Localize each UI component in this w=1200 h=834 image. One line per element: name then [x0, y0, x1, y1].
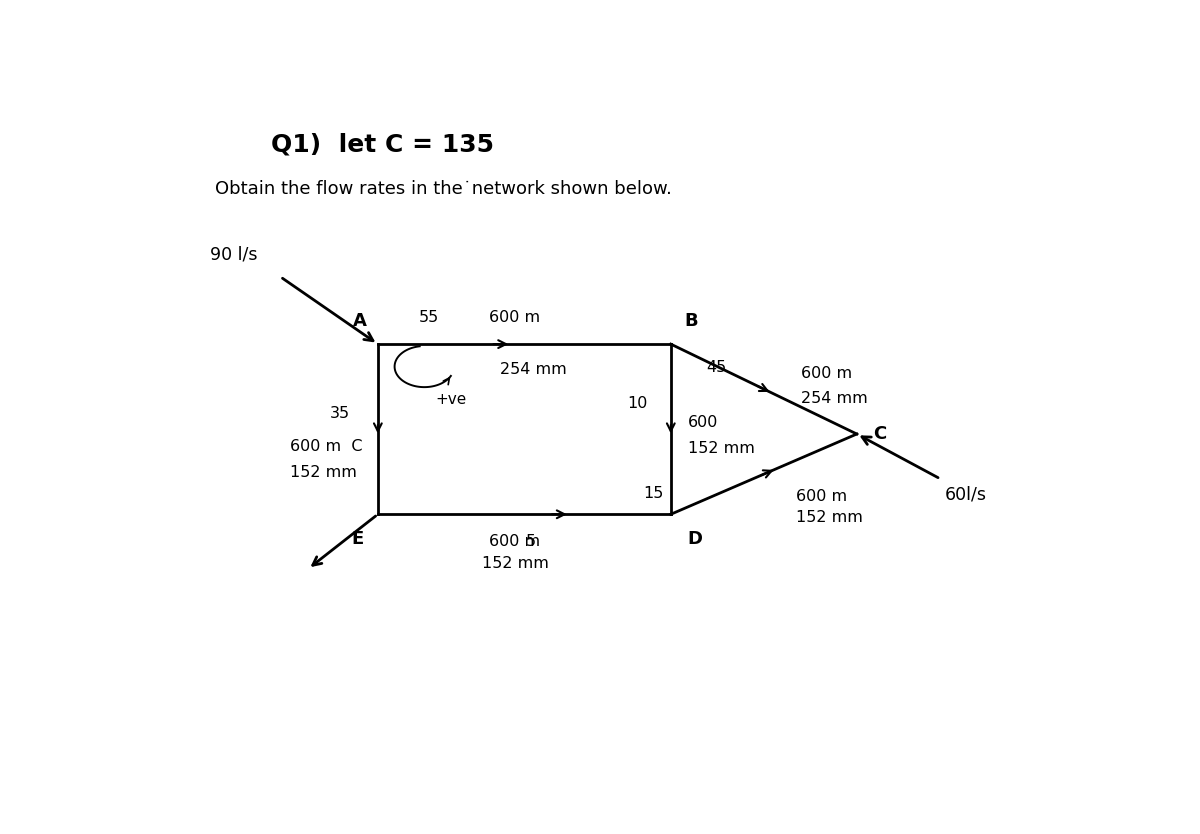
Text: 10: 10 [628, 396, 648, 411]
Text: 152 mm: 152 mm [289, 465, 356, 480]
Text: 600 m: 600 m [490, 310, 540, 325]
Text: 90 l/s: 90 l/s [210, 245, 258, 264]
Text: C: C [874, 425, 887, 443]
Text: 152 mm: 152 mm [481, 556, 548, 571]
Text: 600: 600 [688, 415, 718, 430]
Text: 254 mm: 254 mm [500, 362, 568, 377]
Text: 254 mm: 254 mm [802, 391, 868, 406]
Text: A: A [353, 312, 367, 330]
Text: 152 mm: 152 mm [797, 510, 863, 525]
Text: Q1)  let C = 135: Q1) let C = 135 [271, 133, 494, 156]
Text: 152 mm: 152 mm [688, 441, 755, 456]
Text: E: E [352, 530, 364, 548]
Text: 15: 15 [643, 486, 664, 501]
Text: 60l/s: 60l/s [946, 485, 988, 504]
Text: Obtain the flow rates in the˙network shown below.: Obtain the flow rates in the˙network sho… [215, 180, 672, 198]
Text: D: D [688, 530, 702, 548]
Text: 35: 35 [330, 405, 350, 420]
Text: 600 m  C: 600 m C [289, 439, 362, 454]
Text: 5: 5 [527, 534, 536, 549]
Text: +ve: +ve [436, 392, 467, 407]
Text: 45: 45 [706, 360, 726, 375]
Text: 600 m: 600 m [490, 534, 540, 549]
Text: B: B [685, 312, 698, 330]
Text: 600 m: 600 m [797, 489, 847, 504]
Text: 600 m: 600 m [802, 365, 852, 380]
Text: 55: 55 [419, 310, 439, 325]
